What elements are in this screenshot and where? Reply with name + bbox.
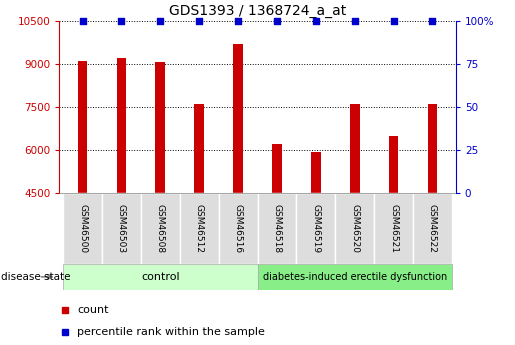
Bar — [116, 58, 126, 193]
Bar — [156, 62, 165, 193]
Text: GSM46519: GSM46519 — [311, 204, 320, 253]
Point — [234, 18, 242, 23]
Bar — [258, 193, 296, 264]
Text: GSM46521: GSM46521 — [389, 204, 398, 253]
Text: GSM46520: GSM46520 — [350, 204, 359, 253]
Point — [312, 18, 320, 23]
Bar — [311, 151, 321, 193]
Text: GSM46500: GSM46500 — [78, 204, 87, 253]
Bar — [63, 193, 102, 264]
Text: count: count — [77, 305, 109, 315]
Point — [389, 18, 398, 23]
Point — [117, 18, 126, 23]
Bar — [180, 193, 219, 264]
Bar — [258, 264, 452, 290]
Text: GSM46508: GSM46508 — [156, 204, 165, 253]
Text: disease state: disease state — [1, 272, 70, 282]
Text: diabetes-induced erectile dysfunction: diabetes-induced erectile dysfunction — [263, 272, 447, 282]
Bar — [350, 104, 359, 193]
Bar — [335, 193, 374, 264]
Bar — [219, 193, 258, 264]
Text: GSM46518: GSM46518 — [272, 204, 281, 253]
Text: percentile rank within the sample: percentile rank within the sample — [77, 327, 265, 337]
Bar — [296, 193, 335, 264]
Bar — [194, 104, 204, 193]
Bar — [272, 144, 282, 193]
Bar — [413, 193, 452, 264]
Point — [156, 18, 164, 23]
Bar — [389, 136, 399, 193]
Title: GDS1393 / 1368724_a_at: GDS1393 / 1368724_a_at — [169, 4, 346, 18]
Point — [351, 18, 359, 23]
Bar — [141, 193, 180, 264]
Text: GSM46522: GSM46522 — [428, 204, 437, 253]
Bar — [78, 61, 88, 193]
Point — [428, 18, 437, 23]
Bar — [233, 44, 243, 193]
Point — [195, 18, 203, 23]
Text: control: control — [141, 272, 180, 282]
Bar — [427, 104, 437, 193]
Text: GSM46503: GSM46503 — [117, 204, 126, 253]
Bar — [63, 264, 258, 290]
Point — [273, 18, 281, 23]
Text: GSM46512: GSM46512 — [195, 204, 204, 253]
Bar — [374, 193, 413, 264]
Bar — [102, 193, 141, 264]
Text: GSM46516: GSM46516 — [234, 204, 243, 253]
Point — [78, 18, 87, 23]
